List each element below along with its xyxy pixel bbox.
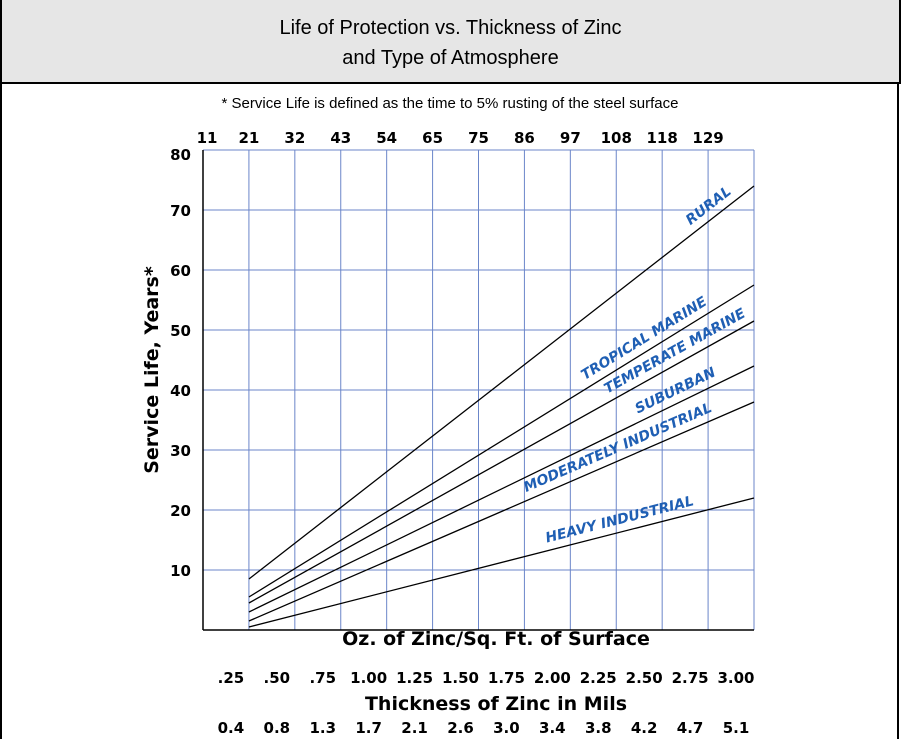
chart-title-line-2: and Type of Atmosphere [342, 47, 559, 69]
oz-tick-label: .50 [264, 669, 291, 687]
y-axis-label: Service Life, Years* [141, 266, 163, 474]
top-tick-label: 54 [376, 129, 397, 147]
title-box: Life of Protection vs. Thickness of Zinc… [0, 0, 901, 84]
top-tick-label: 75 [468, 129, 489, 147]
y-tick-label: 30 [170, 442, 191, 460]
oz-axis-label: Oz. of Zinc/Sq. Ft. of Surface [342, 628, 650, 650]
mils-tick-label: 4.7 [677, 719, 704, 737]
series-line [248, 284, 755, 598]
grid [202, 149, 755, 631]
top-tick-label: 108 [601, 129, 632, 147]
y-tick-label: 20 [170, 502, 191, 520]
mils-tick-label: 3.4 [539, 719, 566, 737]
oz-tick-label: .25 [218, 669, 245, 687]
y-tick-label: 40 [170, 382, 191, 400]
y-tick-label: 10 [170, 562, 191, 580]
mils-tick-label: 3.8 [585, 719, 612, 737]
series-label: MODERATELY INDUSTRIAL [521, 400, 714, 496]
chart-title-line-1: Life of Protection vs. Thickness of Zinc [279, 17, 622, 39]
oz-tick-label: 3.00 [717, 669, 754, 687]
mils-tick-label: 3.0 [493, 719, 520, 737]
top-tick-label: 65 [422, 129, 443, 147]
series-line [248, 320, 755, 604]
y-tick-label: 70 [170, 202, 191, 220]
oz-tick-label: 1.00 [350, 669, 387, 687]
top-tick-label: 97 [560, 129, 581, 147]
series-line [248, 401, 755, 622]
mils-tick-label: 4.2 [631, 719, 658, 737]
footnote: * Service Life is defined as the time to… [222, 95, 679, 112]
top-tick-label: 11 [197, 129, 218, 147]
top-tick-label: 43 [330, 129, 351, 147]
top-tick-label: 86 [514, 129, 535, 147]
top-tick-label: 118 [647, 129, 678, 147]
oz-tick-label: 2.00 [534, 669, 571, 687]
tick-labels: 11 21 32 43 54 65 75 86 97 108 118 129 10 20 30 40 50 60 7… [170, 129, 754, 737]
oz-tick-label: .75 [309, 669, 336, 687]
y-tick-label: 80 [170, 146, 191, 164]
y-tick-label: 50 [170, 322, 191, 340]
top-tick-label: 129 [692, 129, 723, 147]
mils-tick-label: 1.3 [309, 719, 336, 737]
mils-tick-label: 2.1 [401, 719, 428, 737]
mils-tick-label: 0.4 [218, 719, 245, 737]
series-lines [248, 185, 755, 628]
series-line [248, 185, 755, 580]
series-line [248, 365, 755, 613]
oz-tick-label: 2.25 [580, 669, 617, 687]
mils-tick-label: 2.6 [447, 719, 474, 737]
mils-tick-label: 0.8 [264, 719, 291, 737]
chart-svg: * Service Life is defined as the time to… [141, 95, 755, 737]
top-tick-label: 21 [238, 129, 259, 147]
y-tick-label: 60 [170, 262, 191, 280]
oz-tick-label: 2.50 [626, 669, 663, 687]
mils-tick-label: 1.7 [355, 719, 382, 737]
series-line [248, 497, 755, 628]
mils-axis-label: Thickness of Zinc in Mils [365, 693, 627, 715]
top-tick-label: 32 [284, 129, 305, 147]
series-label: HEAVY INDUSTRIAL [544, 493, 696, 546]
oz-tick-label: 2.75 [672, 669, 709, 687]
oz-tick-label: 1.50 [442, 669, 479, 687]
mils-tick-label: 5.1 [723, 719, 750, 737]
oz-tick-label: 1.25 [396, 669, 433, 687]
oz-tick-label: 1.75 [488, 669, 525, 687]
